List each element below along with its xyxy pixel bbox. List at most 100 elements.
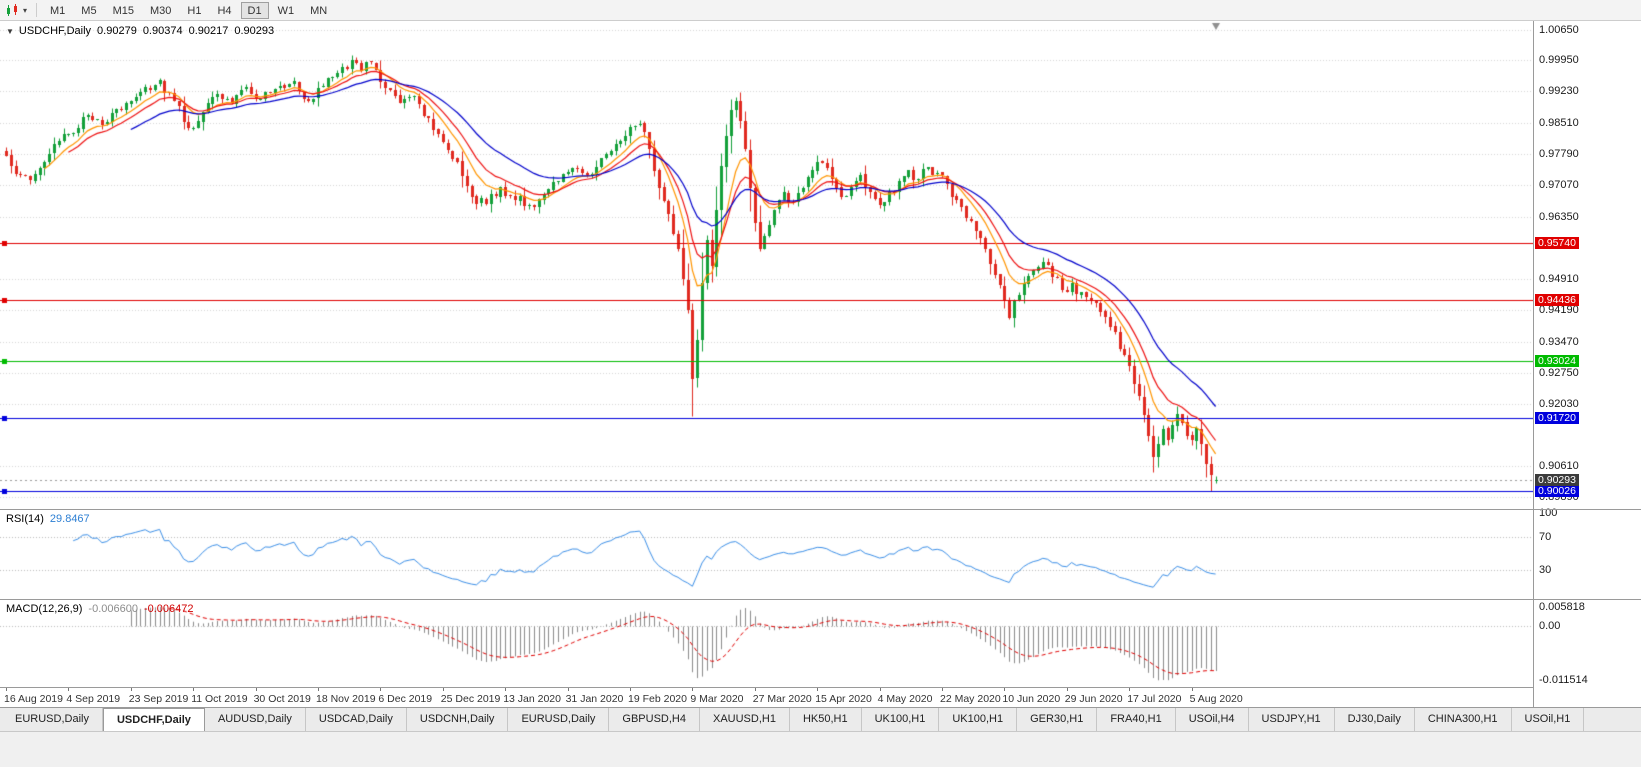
time-axis-tick bbox=[755, 688, 756, 691]
toolbar-divider bbox=[36, 3, 37, 17]
price-axis-label: 0.97070 bbox=[1539, 179, 1579, 191]
chart-tab-usdjpy-h1[interactable]: USDJPY,H1 bbox=[1249, 708, 1335, 731]
date-axis-label: 25 Dec 2019 bbox=[441, 693, 501, 705]
date-axis-label: 5 Aug 2020 bbox=[1190, 693, 1243, 705]
timeframe-button-m15[interactable]: M15 bbox=[106, 2, 141, 19]
price-axis-label: 0.98510 bbox=[1539, 117, 1579, 129]
date-axis-label: 27 Mar 2020 bbox=[753, 693, 812, 705]
date-axis-label: 9 Mar 2020 bbox=[690, 693, 743, 705]
chevron-down-icon: ▾ bbox=[23, 6, 27, 15]
price-axis-label: 1.00650 bbox=[1539, 24, 1579, 36]
rsi-panel-canvas[interactable] bbox=[0, 510, 1533, 599]
chart-tab-usdcad-daily[interactable]: USDCAD,Daily bbox=[306, 708, 407, 731]
bid-price-tag: 0.90293 bbox=[1535, 474, 1579, 486]
chart-tab-audusd-daily[interactable]: AUDUSD,Daily bbox=[205, 708, 306, 731]
low-value: 0.90217 bbox=[189, 25, 229, 37]
date-axis-label: 10 Jun 2020 bbox=[1002, 693, 1060, 705]
chart-tab-fra40-h1[interactable]: FRA40,H1 bbox=[1097, 708, 1175, 731]
one-click-trading-icon[interactable]: ▼ bbox=[6, 27, 14, 36]
macd-axis-label: 0.00 bbox=[1539, 620, 1560, 632]
chart-tab-usdcnh-daily[interactable]: USDCNH,Daily bbox=[407, 708, 509, 731]
level-price-tag: 0.90026 bbox=[1535, 485, 1579, 497]
level-price-tag: 0.95740 bbox=[1535, 237, 1579, 249]
time-axis-tick bbox=[1067, 688, 1068, 691]
chart-tab-usdchf-daily[interactable]: USDCHF,Daily bbox=[103, 708, 205, 731]
symbol-label: USDCHF,Daily bbox=[19, 25, 91, 37]
price-axis[interactable]: 1.006500.999500.992300.985100.977900.970… bbox=[1533, 21, 1641, 707]
time-axis[interactable]: 16 Aug 20194 Sep 2019 23 Sep 201911 Oct 2… bbox=[0, 687, 1641, 707]
timeframe-button-h1[interactable]: H1 bbox=[180, 2, 208, 19]
date-axis-label: 17 Jul 2020 bbox=[1127, 693, 1181, 705]
price-chart-canvas[interactable] bbox=[0, 21, 1533, 509]
macd-name: MACD(12,26,9) bbox=[6, 603, 82, 615]
chart-tab-eurusd-daily[interactable]: EURUSD,Daily bbox=[2, 708, 103, 731]
time-axis-tick bbox=[880, 688, 881, 691]
price-axis-label: 0.97790 bbox=[1539, 148, 1579, 160]
date-axis-label: 6 Dec 2019 bbox=[378, 693, 432, 705]
level-price-tag: 0.93024 bbox=[1535, 355, 1579, 367]
close-value: 0.90293 bbox=[234, 25, 274, 37]
date-axis-label: 22 May 2020 bbox=[940, 693, 1001, 705]
time-axis-tick bbox=[380, 688, 381, 691]
date-axis-label: 16 Aug 2019 bbox=[4, 693, 63, 705]
date-axis-label: 18 Nov 2019 bbox=[316, 693, 376, 705]
macd-signal-value: -0.006472 bbox=[144, 603, 194, 615]
panel-resize-handle[interactable] bbox=[0, 509, 1641, 510]
chart-tab-bar: EURUSD,DailyUSDCHF,DailyAUDUSD,DailyUSDC… bbox=[0, 707, 1641, 731]
chart-tab-china300-h1[interactable]: CHINA300,H1 bbox=[1415, 708, 1512, 731]
chart-type-icon[interactable]: ▾ bbox=[5, 4, 27, 17]
chart-tab-uk100-h1[interactable]: UK100,H1 bbox=[939, 708, 1017, 731]
time-axis-tick bbox=[6, 688, 7, 691]
price-axis-label: 0.93470 bbox=[1539, 336, 1579, 348]
rsi-value: 29.8467 bbox=[50, 513, 90, 525]
chart-title: ▼USDCHF,Daily0.902790.903740.902170.9029… bbox=[6, 25, 274, 37]
price-axis-label: 0.94190 bbox=[1539, 304, 1579, 316]
chart-tab-ger30-h1[interactable]: GER30,H1 bbox=[1017, 708, 1097, 731]
timeframe-button-m30[interactable]: M30 bbox=[143, 2, 178, 19]
date-axis-label: 31 Jan 2020 bbox=[566, 693, 624, 705]
timeframe-button-m1[interactable]: M1 bbox=[43, 2, 72, 19]
date-axis-label: 15 Apr 2020 bbox=[815, 693, 872, 705]
timeframe-button-d1[interactable]: D1 bbox=[241, 2, 269, 19]
chart-tab-hk50-h1[interactable]: HK50,H1 bbox=[790, 708, 862, 731]
macd-panel-canvas[interactable] bbox=[0, 600, 1533, 687]
time-axis-tick bbox=[568, 688, 569, 691]
time-axis-tick bbox=[630, 688, 631, 691]
panel-resize-handle[interactable] bbox=[0, 599, 1641, 600]
timeframe-button-h4[interactable]: H4 bbox=[210, 2, 238, 19]
timeframe-button-mn[interactable]: MN bbox=[303, 2, 334, 19]
date-axis-label: 23 Sep 2019 bbox=[129, 693, 189, 705]
date-axis-label: 4 Sep 2019 bbox=[66, 693, 120, 705]
chart-tab-gbpusd-h4[interactable]: GBPUSD,H4 bbox=[609, 708, 700, 731]
chart-tab-xauusd-h1[interactable]: XAUUSD,H1 bbox=[700, 708, 790, 731]
time-axis-tick bbox=[817, 688, 818, 691]
high-value: 0.90374 bbox=[143, 25, 183, 37]
price-axis-label: 0.94910 bbox=[1539, 273, 1579, 285]
time-axis-tick bbox=[131, 688, 132, 691]
price-axis-label: 0.92030 bbox=[1539, 398, 1579, 410]
timeframe-button-m5[interactable]: M5 bbox=[74, 2, 103, 19]
rsi-name: RSI(14) bbox=[6, 513, 44, 525]
time-axis-tick bbox=[942, 688, 943, 691]
time-axis-tick bbox=[505, 688, 506, 691]
candlestick-chart-icon bbox=[5, 4, 21, 17]
rsi-indicator-label: RSI(14) 29.8467 bbox=[6, 513, 90, 525]
chart-tab-eurusd-daily[interactable]: EURUSD,Daily bbox=[508, 708, 609, 731]
time-axis-tick bbox=[256, 688, 257, 691]
chart-tab-dj30-daily[interactable]: DJ30,Daily bbox=[1335, 708, 1415, 731]
level-price-tag: 0.91720 bbox=[1535, 412, 1579, 424]
date-axis-label: 30 Oct 2019 bbox=[254, 693, 311, 705]
timeframe-button-w1[interactable]: W1 bbox=[271, 2, 302, 19]
time-axis-tick bbox=[1192, 688, 1193, 691]
macd-axis-label: 0.005818 bbox=[1539, 601, 1585, 613]
date-axis-label: 11 Oct 2019 bbox=[191, 693, 247, 705]
chart-tab-usoil-h1[interactable]: USOil,H1 bbox=[1512, 708, 1585, 731]
time-axis-tick bbox=[1129, 688, 1130, 691]
chart-tab-usoil-h4[interactable]: USOil,H4 bbox=[1176, 708, 1249, 731]
price-axis-label: 0.92750 bbox=[1539, 367, 1579, 379]
chart-area: ▼USDCHF,Daily0.902790.903740.902170.9029… bbox=[0, 21, 1641, 707]
chart-tab-uk100-h1[interactable]: UK100,H1 bbox=[862, 708, 940, 731]
time-axis-tick bbox=[443, 688, 444, 691]
time-axis-tick bbox=[1004, 688, 1005, 691]
date-axis-label: 29 Jun 2020 bbox=[1065, 693, 1123, 705]
